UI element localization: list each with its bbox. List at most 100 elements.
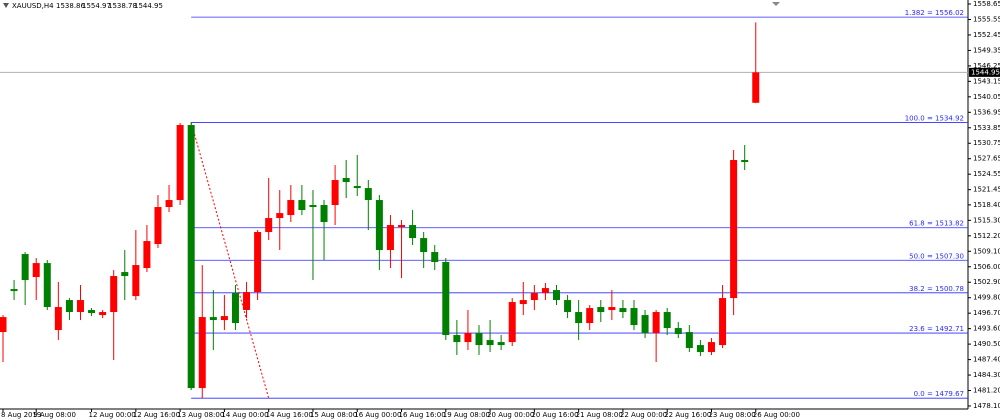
candle-body (320, 205, 328, 223)
candle-body (110, 276, 118, 313)
y-tick-label: 1521.45 (973, 186, 1000, 194)
x-tick-label: 20 Aug 16:00 (531, 411, 578, 419)
y-tick-label: 1530.75 (973, 139, 1000, 147)
x-tick-label: 15 Aug 08:00 (310, 411, 357, 419)
y-tick-label: 1524.55 (973, 170, 1000, 178)
candle-body (32, 263, 40, 278)
candle-body (508, 302, 516, 343)
candle-body (342, 178, 350, 183)
candle-body (309, 205, 317, 208)
candle-body (154, 207, 162, 245)
y-tick-label: 1496.70 (973, 309, 1000, 317)
y-tick-label: 1536.95 (973, 108, 1000, 116)
fib-label: 100.0 = 1534.92 (905, 114, 964, 122)
candle-body (741, 160, 749, 163)
candle-body (0, 317, 7, 333)
candle-body (176, 125, 184, 201)
candle-body (486, 340, 494, 346)
candle-body (21, 254, 29, 281)
candle-body (696, 345, 704, 353)
fib-label: 61.8 = 1513.82 (909, 220, 964, 228)
candle-body (674, 328, 682, 335)
candle-body (464, 333, 472, 343)
candle-body (519, 300, 527, 305)
candle-body (752, 72, 760, 103)
y-tick-label: 1490.50 (973, 340, 1000, 348)
x-tick-label: 26 Aug 00:00 (753, 411, 800, 419)
y-tick-label: 1506.00 (973, 263, 1000, 271)
y-tick-label: 1509.10 (973, 247, 1000, 255)
candle-body (76, 300, 84, 313)
x-tick-label: 16 Aug 00:00 (354, 411, 401, 419)
header-low: 1538.78 (108, 2, 137, 10)
y-tick-label: 1527.65 (973, 155, 1000, 163)
y-tick-label: 1543.15 (973, 77, 1000, 85)
x-tick-label: 19 Aug 08:00 (443, 411, 490, 419)
candle-body (619, 308, 627, 313)
y-tick-label: 1487.40 (973, 356, 1000, 364)
candle-body (209, 317, 217, 321)
candle-body (254, 232, 262, 293)
candle-body (475, 333, 483, 346)
y-tick-label: 1552.45 (973, 31, 1000, 39)
candle-body (231, 293, 239, 324)
price-tag (969, 67, 1000, 77)
candle-body (597, 307, 605, 313)
header: XAUUSD,H4 1538.86 1554.97 1538.78 1544.9… (3, 2, 163, 10)
candle-body (265, 218, 273, 233)
candle-body (541, 288, 549, 294)
x-tick-label: 22 Aug 16:00 (664, 411, 711, 419)
header-symbol: XAUUSD,H4 (12, 2, 54, 10)
y-tick-label: 1540.05 (973, 93, 1000, 101)
fib-label: 23.6 = 1492.71 (909, 325, 964, 333)
y-tick-label: 1481.20 (973, 387, 1000, 395)
x-tick-label: 22 Aug 00:00 (620, 411, 667, 419)
candle-body (198, 317, 206, 389)
candle-body (530, 293, 538, 301)
y-tick-label: 1512.20 (973, 232, 1000, 240)
candle-body (276, 213, 284, 219)
y-tick-label: 1518.40 (973, 201, 1000, 209)
x-tick-label: 23 Aug 08:00 (708, 411, 755, 419)
candle-body (497, 342, 505, 346)
fib-label: 1.382 = 1556.02 (905, 9, 964, 17)
header-icon (3, 3, 9, 8)
candle-body (409, 225, 417, 239)
fib-label: 0.0 = 1479.67 (914, 390, 964, 398)
y-tick-label: 1502.90 (973, 278, 1000, 286)
candle-body (187, 125, 195, 389)
candle-body (99, 312, 107, 316)
x-tick-label: 14 Aug 00:00 (221, 411, 268, 419)
candle-body (43, 263, 51, 308)
candle-body (431, 252, 439, 263)
candle-body (685, 332, 693, 349)
candle-body (287, 200, 295, 216)
candle-body (54, 307, 62, 331)
candle-body (243, 292, 251, 311)
candle-body (730, 160, 738, 299)
candle-body (298, 200, 306, 211)
candle-body (88, 310, 96, 314)
candle-body (132, 265, 140, 297)
header-close: 1544.95 (134, 2, 163, 10)
candle-body (564, 300, 572, 313)
y-tick-label: 1558.65 (973, 0, 1000, 8)
y-tick-label: 1555.55 (973, 15, 1000, 23)
y-tick-label: 1546.25 (973, 62, 1000, 70)
fib-label: 38.2 = 1500.78 (909, 285, 964, 293)
candle-body (420, 238, 428, 253)
candle-body (353, 186, 361, 189)
header-high: 1554.97 (82, 2, 111, 10)
candle-body (165, 200, 173, 208)
candle-body (575, 312, 583, 324)
candle-body (331, 180, 339, 206)
y-tick-label: 1499.80 (973, 294, 1000, 302)
candle-body (65, 300, 73, 313)
y-tick-label: 1478.10 (973, 402, 1000, 410)
x-tick-label: 20 Aug 00:00 (487, 411, 534, 419)
candle-body (586, 308, 594, 324)
candle-body (453, 335, 461, 343)
candle-body (220, 316, 228, 321)
candle-body (652, 312, 660, 334)
